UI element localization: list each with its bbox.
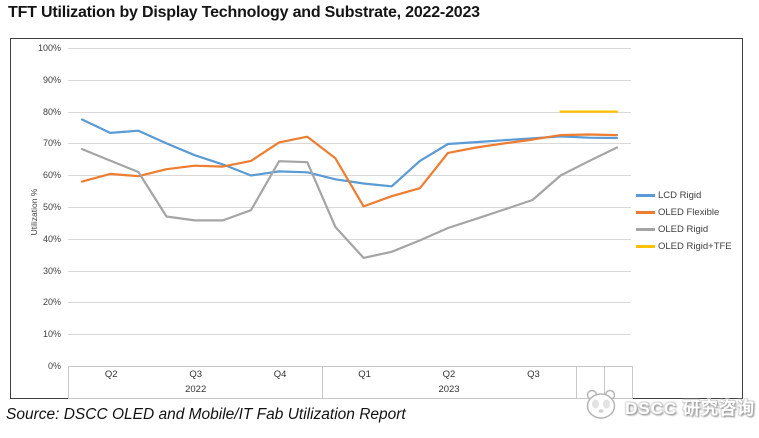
- watermark-text: DSCC 研究咨询: [625, 399, 755, 418]
- x-quarter-label-3: Q1: [358, 369, 371, 380]
- legend-item-oled-rigid-tfe: OLED Rigid+TFE: [636, 238, 744, 255]
- legend-label: OLED Rigid: [658, 224, 709, 235]
- legend-swatch-icon: [636, 245, 655, 248]
- page-title: TFT Utilization by Display Technology an…: [8, 4, 480, 21]
- legend: LCD Rigid OLED Flexible OLED Rigid OLED Rig…: [636, 187, 744, 255]
- x-quarter-label-4: Q2: [442, 369, 456, 380]
- y-tick-label-10: 10%: [42, 329, 61, 340]
- y-tick-label-20: 20%: [42, 297, 61, 308]
- chart-frame: Utilization % 100% 90% 80% 70% 60% 50% 40% 30% 2…: [10, 38, 743, 399]
- legend-item-oled-rigid: OLED Rigid: [636, 221, 744, 238]
- x-quarter-label-2: Q4: [273, 369, 287, 380]
- y-tick-label-40: 40%: [42, 233, 61, 244]
- legend-swatch-icon: [636, 228, 655, 231]
- y-tick-label-80: 80%: [42, 106, 61, 117]
- x-axis-table: Q2 Q3 Q4 Q1 Q2 Q3 2022 2023: [68, 366, 633, 399]
- y-tick-label-0: 0%: [47, 361, 61, 371]
- series-line-oled-flexible: [81, 133, 618, 208]
- y-tick-label-90: 90%: [42, 74, 61, 85]
- series-line-lcd-rigid: [81, 118, 618, 188]
- legend-label: LCD Rigid: [658, 190, 702, 201]
- source-line: Source: DSCC OLED and Mobile/IT Fab Util…: [6, 406, 406, 423]
- plot-area: [68, 48, 631, 366]
- chart-canvas: [68, 48, 631, 335]
- y-tick-label-30: 30%: [42, 265, 61, 276]
- legend-swatch-icon: [636, 211, 655, 214]
- watermark: DSCC 研究咨询: [583, 387, 755, 426]
- x-axis-year-border: [322, 367, 324, 398]
- x-quarter-label-1: Q3: [189, 369, 202, 380]
- y-tick-label-60: 60%: [42, 170, 61, 181]
- x-quarter-label-0: Q2: [104, 369, 118, 380]
- y-tick-label-100: 100%: [37, 43, 61, 53]
- legend-label: OLED Rigid+TFE: [658, 241, 732, 252]
- legend-swatch-icon: [636, 194, 655, 197]
- x-year-label-2023: 2023: [438, 384, 460, 395]
- legend-item-lcd-rigid: LCD Rigid: [636, 187, 744, 204]
- series-line-oled-rigid: [81, 146, 618, 259]
- legend-label: OLED Flexible: [658, 207, 720, 218]
- y-tick-label-50: 50%: [42, 202, 61, 212]
- x-axis-cell-border: [575, 367, 577, 398]
- legend-item-oled-flexible: OLED Flexible: [636, 204, 744, 221]
- panda-logo-icon: [583, 387, 619, 426]
- x-year-label-2022: 2022: [185, 384, 207, 395]
- y-tick-label-70: 70%: [42, 138, 61, 149]
- x-quarter-label-5: Q3: [527, 369, 540, 380]
- x-axis-cell-border: [603, 367, 605, 398]
